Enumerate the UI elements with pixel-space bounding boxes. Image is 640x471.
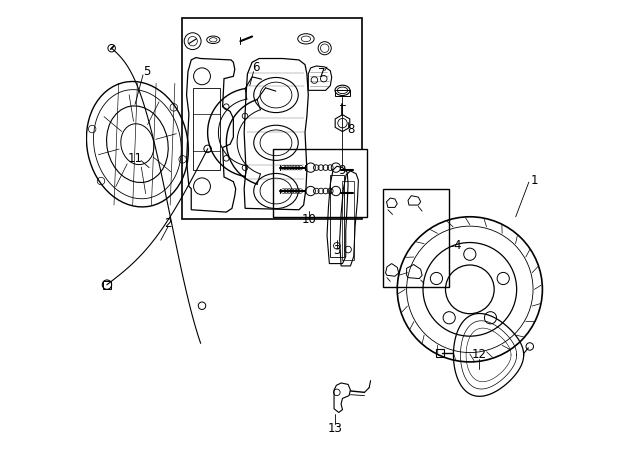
Text: 1: 1	[531, 174, 538, 187]
Bar	[193, 88, 220, 170]
Text: 2: 2	[164, 217, 172, 230]
Bar	[103, 281, 111, 289]
Text: 8: 8	[348, 123, 355, 136]
Text: 13: 13	[328, 422, 342, 435]
Bar	[383, 189, 449, 287]
Text: 12: 12	[472, 349, 486, 361]
Text: 9: 9	[339, 164, 346, 178]
Text: 3: 3	[333, 244, 341, 258]
Bar	[182, 18, 362, 219]
Text: 11: 11	[127, 152, 143, 165]
Bar	[342, 181, 354, 260]
Text: 10: 10	[301, 212, 316, 226]
Bar	[273, 149, 367, 217]
Text: 6: 6	[252, 61, 259, 74]
Text: 7: 7	[318, 67, 326, 81]
Bar	[436, 349, 444, 357]
Bar	[335, 90, 350, 96]
Text: 5: 5	[143, 65, 150, 78]
Text: 4: 4	[453, 239, 460, 252]
Bar	[330, 175, 344, 257]
